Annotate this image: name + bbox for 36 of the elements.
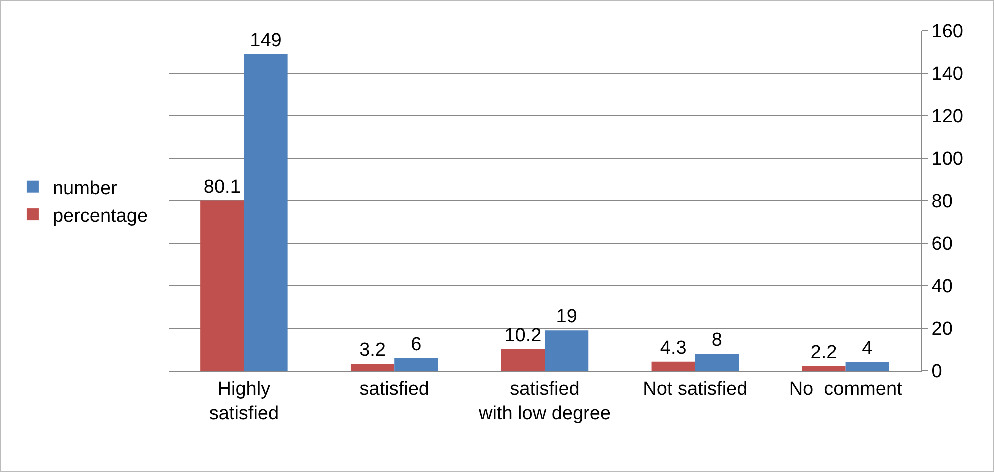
bar: [350, 364, 395, 371]
bar: [501, 349, 545, 371]
legend-label: percentage: [52, 206, 148, 227]
y-tick-label: 140: [932, 64, 964, 86]
y-tick-label: 120: [932, 106, 964, 128]
data-label: 80.1: [204, 176, 241, 198]
y-tick-label: 40: [932, 276, 953, 298]
bar: [846, 362, 890, 371]
y-tick-label: 100: [932, 149, 964, 170]
y-tick-label: 80: [932, 192, 953, 213]
data-label: 4.3: [660, 338, 687, 359]
data-label: 19: [556, 306, 578, 328]
y-tick-label: 60: [932, 234, 953, 256]
x-tick-label: satisfied: [360, 378, 430, 400]
x-tick-label: Not satisfied: [643, 378, 748, 400]
y-tick-label: 20: [932, 319, 953, 340]
bar: [802, 366, 846, 371]
y-tick-label: 160: [932, 22, 964, 43]
data-label: 2.2: [810, 342, 838, 364]
data-label: 4: [862, 338, 874, 360]
x-tick-label: No comment: [789, 378, 904, 400]
x-tick-label: satisfied with low degree: [478, 378, 612, 424]
data-label: 8: [712, 330, 722, 351]
legend-label: number: [52, 178, 118, 200]
bar: [200, 200, 244, 371]
data-label: 10.2: [504, 325, 542, 346]
x-tick-label: Highly satisfied: [209, 378, 280, 424]
bar: [244, 54, 288, 371]
data-label: 3.2: [360, 340, 386, 362]
y-tick-label: 0: [932, 362, 942, 383]
bar: [545, 330, 589, 371]
data-label: 6: [411, 334, 422, 356]
bar: [695, 354, 740, 371]
bar: [652, 362, 696, 371]
data-label: 149: [250, 30, 282, 52]
bar: [394, 358, 438, 371]
